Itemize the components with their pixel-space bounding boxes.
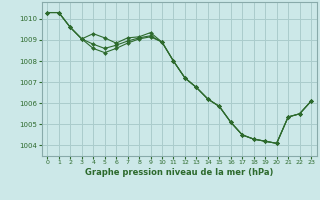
X-axis label: Graphe pression niveau de la mer (hPa): Graphe pression niveau de la mer (hPa) (85, 168, 273, 177)
